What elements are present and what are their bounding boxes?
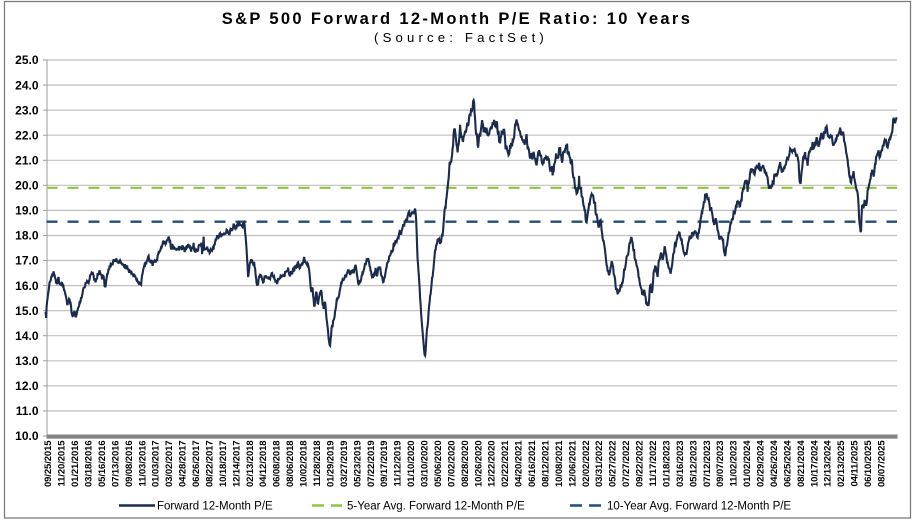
svg-text:11/17/2022: 11/17/2022 <box>648 441 659 487</box>
svg-text:05/12/2023: 05/12/2023 <box>688 441 699 488</box>
svg-text:08/07/2025: 08/07/2025 <box>877 440 888 487</box>
svg-text:02/13/2018: 02/13/2018 <box>245 441 256 488</box>
svg-text:10/17/2024: 10/17/2024 <box>809 440 820 487</box>
svg-text:12/22/2020: 12/22/2020 <box>487 441 498 488</box>
svg-text:07/02/2020: 07/02/2020 <box>446 441 457 488</box>
svg-text:18.0: 18.0 <box>15 229 39 243</box>
svg-text:03/02/2017: 03/02/2017 <box>164 441 175 488</box>
svg-text:09/17/2019: 09/17/2019 <box>379 441 390 488</box>
svg-text:11/02/2023: 11/02/2023 <box>729 441 740 487</box>
svg-text:10-Year Avg. Forward 12-Month: 10-Year Avg. Forward 12-Month P/E <box>607 501 791 513</box>
svg-text:04/20/2021: 04/20/2021 <box>514 440 525 487</box>
svg-text:06/16/2021: 06/16/2021 <box>527 440 538 487</box>
svg-text:10.0: 10.0 <box>15 429 39 443</box>
svg-text:12/14/2017: 12/14/2017 <box>231 441 242 488</box>
svg-text:03/16/2023: 03/16/2023 <box>675 441 686 488</box>
svg-text:04/28/2017: 04/28/2017 <box>178 441 189 488</box>
svg-text:5-Year Avg. Forward 12-Month P: 5-Year Avg. Forward 12-Month P/E <box>347 501 525 513</box>
svg-text:(Source: FactSet): (Source: FactSet) <box>374 30 548 45</box>
svg-text:10/26/2020: 10/26/2020 <box>473 441 484 488</box>
svg-text:01/18/2023: 01/18/2023 <box>661 441 672 488</box>
svg-text:10/02/2018: 10/02/2018 <box>299 441 310 488</box>
svg-text:11/03/2016: 11/03/2016 <box>137 441 148 487</box>
svg-text:06/25/2024: 06/25/2024 <box>782 440 793 487</box>
svg-text:10/18/2017: 10/18/2017 <box>218 441 229 488</box>
svg-text:09/22/2022: 09/22/2022 <box>635 441 646 488</box>
svg-text:06/08/2018: 06/08/2018 <box>272 441 283 488</box>
svg-text:07/22/2019: 07/22/2019 <box>366 441 377 488</box>
svg-text:09/07/2023: 09/07/2023 <box>715 441 726 488</box>
svg-text:03/31/2022: 03/31/2022 <box>594 441 605 488</box>
svg-text:05/16/2016: 05/16/2016 <box>97 441 108 488</box>
svg-text:08/12/2021: 08/12/2021 <box>541 440 552 487</box>
svg-text:07/12/2023: 07/12/2023 <box>702 441 713 488</box>
svg-text:08/21/2024: 08/21/2024 <box>796 440 807 487</box>
svg-text:04/11/2025: 04/11/2025 <box>850 440 861 487</box>
svg-text:02/13/2025: 02/13/2025 <box>836 440 847 487</box>
svg-text:01/10/2020: 01/10/2020 <box>406 441 417 488</box>
svg-text:20.0: 20.0 <box>15 179 39 193</box>
svg-text:01/02/2024: 01/02/2024 <box>742 440 753 487</box>
svg-text:12/13/2024: 12/13/2024 <box>823 440 834 487</box>
svg-text:Forward 12-Month P/E: Forward 12-Month P/E <box>157 501 273 513</box>
svg-text:09/08/2016: 09/08/2016 <box>124 441 135 488</box>
svg-text:01/03/2017: 01/03/2017 <box>151 441 162 488</box>
svg-text:01/29/2019: 01/29/2019 <box>325 441 336 488</box>
svg-text:19.0: 19.0 <box>15 204 39 218</box>
svg-text:12/06/2021: 12/06/2021 <box>567 440 578 487</box>
svg-text:11/12/2019: 11/12/2019 <box>393 441 404 487</box>
svg-text:07/27/2022: 07/27/2022 <box>621 441 632 488</box>
svg-text:S&P 500 Forward 12-Month P/E R: S&P 500 Forward 12-Month P/E Ratio: 10 Y… <box>222 10 693 28</box>
svg-text:08/06/2018: 08/06/2018 <box>285 441 296 488</box>
svg-text:06/10/2025: 06/10/2025 <box>863 440 874 487</box>
svg-text:21.0: 21.0 <box>15 154 39 168</box>
svg-text:14.0: 14.0 <box>15 329 39 343</box>
svg-text:08/22/2017: 08/22/2017 <box>205 441 216 488</box>
svg-text:12.0: 12.0 <box>15 379 39 393</box>
svg-text:06/26/2017: 06/26/2017 <box>191 441 202 488</box>
svg-text:03/10/2020: 03/10/2020 <box>420 441 431 488</box>
svg-text:04/12/2018: 04/12/2018 <box>258 441 269 488</box>
svg-text:10/08/2021: 10/08/2021 <box>554 440 565 487</box>
svg-text:13.0: 13.0 <box>15 354 39 368</box>
svg-text:02/02/2022: 02/02/2022 <box>581 441 592 488</box>
svg-text:05/06/2020: 05/06/2020 <box>433 441 444 488</box>
svg-text:04/26/2024: 04/26/2024 <box>769 440 780 487</box>
svg-text:23.0: 23.0 <box>15 103 39 117</box>
svg-text:25.0: 25.0 <box>15 53 39 67</box>
svg-text:02/22/2021: 02/22/2021 <box>500 440 511 487</box>
svg-text:07/13/2016: 07/13/2016 <box>110 441 121 488</box>
svg-text:05/27/2022: 05/27/2022 <box>608 441 619 488</box>
svg-text:11.0: 11.0 <box>16 404 39 418</box>
svg-text:03/27/2019: 03/27/2019 <box>339 441 350 488</box>
svg-text:08/28/2020: 08/28/2020 <box>460 441 471 488</box>
svg-text:16.0: 16.0 <box>15 279 39 293</box>
svg-text:15.0: 15.0 <box>15 304 39 318</box>
svg-text:05/23/2019: 05/23/2019 <box>352 441 363 488</box>
svg-text:17.0: 17.0 <box>15 254 39 268</box>
svg-text:01/21/2016: 01/21/2016 <box>70 441 81 488</box>
svg-text:11/20/2015: 11/20/2015 <box>57 440 68 487</box>
svg-text:22.0: 22.0 <box>15 128 39 142</box>
svg-text:11/28/2018: 11/28/2018 <box>312 441 323 487</box>
svg-text:03/18/2016: 03/18/2016 <box>84 441 95 488</box>
svg-text:09/25/2015: 09/25/2015 <box>43 440 54 487</box>
svg-text:24.0: 24.0 <box>15 78 39 92</box>
svg-text:02/29/2024: 02/29/2024 <box>756 440 767 487</box>
